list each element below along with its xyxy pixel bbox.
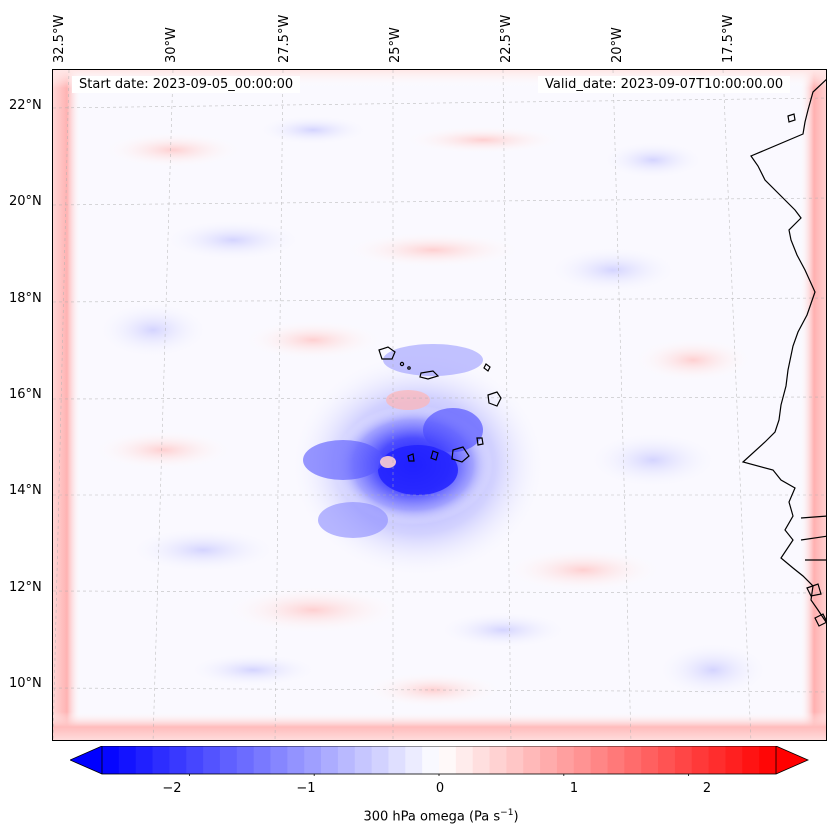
colorbar-tick-label: 2 <box>702 781 712 796</box>
colorbar-tick-label: −1 <box>296 781 316 796</box>
colorbar-level <box>405 746 423 774</box>
colorbar-level <box>506 746 524 774</box>
colorbar-level <box>337 746 356 774</box>
colorbar-level <box>253 746 272 774</box>
colorbar-level <box>371 746 390 774</box>
start-date-label: Start date: 2023-09-05_00:00:00 <box>72 76 301 93</box>
colorbar-level <box>674 746 693 774</box>
colorbar-level <box>118 746 137 774</box>
colorbar-level <box>708 746 727 774</box>
graticule <box>53 70 826 740</box>
lat-label-10n: 10°N <box>9 676 42 691</box>
lat-label-12n: 12°N <box>9 580 42 595</box>
colorbar-ticks <box>188 774 690 776</box>
colorbar-level <box>523 746 541 774</box>
colorbar-level <box>725 746 743 774</box>
colorbar-high-extend <box>776 746 808 774</box>
colorbar-level <box>742 746 760 774</box>
colorbar-level <box>641 746 659 774</box>
colorbar-level <box>102 746 120 774</box>
colorbar-gradient <box>102 746 777 774</box>
colorbar-tick-label: 1 <box>569 781 579 796</box>
colorbar-level <box>759 746 777 774</box>
west-africa-coastline <box>741 79 826 627</box>
lon-label-27-5w: 27.5°W <box>277 14 292 63</box>
map-panel[interactable] <box>52 69 827 741</box>
omega-field-map <box>53 70 826 740</box>
lat-label-20n: 20°N <box>9 194 42 209</box>
colorbar-level <box>607 746 625 774</box>
colorbar-level <box>624 746 642 774</box>
lat-label-14n: 14°N <box>9 483 42 498</box>
colorbar-level <box>489 746 507 774</box>
colorbar-level <box>573 746 592 774</box>
colorbar-level <box>658 746 676 774</box>
colorbar <box>70 746 809 776</box>
colorbar-level <box>540 746 558 774</box>
colorbar-level <box>304 746 322 774</box>
lon-label-25w: 25°W <box>388 27 403 63</box>
colorbar-level <box>455 746 474 774</box>
colorbar-level <box>472 746 491 774</box>
lon-label-32-5w: 32.5°W <box>52 14 67 63</box>
colorbar-high-outline <box>775 746 809 775</box>
colorbar-level <box>590 746 609 774</box>
lon-label-17-5w: 17.5°W <box>721 14 736 63</box>
colorbar-level <box>422 746 440 774</box>
lat-label-18n: 18°N <box>9 291 42 306</box>
colorbar-level <box>135 746 154 774</box>
colorbar-level <box>186 746 204 774</box>
colorbar-level <box>203 746 221 774</box>
colorbar-level <box>354 746 373 774</box>
colorbar-level <box>388 746 406 774</box>
colorbar-level <box>169 746 187 774</box>
colorbar-level <box>321 746 339 774</box>
lon-label-20w: 20°W <box>610 27 625 63</box>
colorbar-level <box>691 746 710 774</box>
cabo-verde-islands <box>378 346 502 463</box>
colorbar-level <box>236 746 255 774</box>
lat-label-22n: 22°N <box>9 98 42 113</box>
colorbar-low-outline <box>70 746 103 775</box>
colorbar-tick-label: 0 <box>435 781 445 796</box>
colorbar-level <box>219 746 238 774</box>
lon-label-30w: 30°W <box>164 27 179 63</box>
colorbar-title: 300 hPa omega (Pa s−1) <box>363 808 519 825</box>
colorbar-level <box>439 746 457 774</box>
colorbar-tick-label: −2 <box>162 781 182 796</box>
colorbar-low-extend <box>70 746 102 774</box>
colorbar-level <box>152 746 170 774</box>
lat-label-16n: 16°N <box>9 387 42 402</box>
weak-anomaly-blobs <box>93 114 773 708</box>
colorbar-level <box>556 746 575 774</box>
colorbar-level <box>287 746 305 774</box>
valid-date-label: Valid_date: 2023-09-07T10:00:00.00 <box>538 76 791 93</box>
colorbar-level <box>270 746 288 774</box>
lon-label-22-5w: 22.5°W <box>499 14 514 63</box>
